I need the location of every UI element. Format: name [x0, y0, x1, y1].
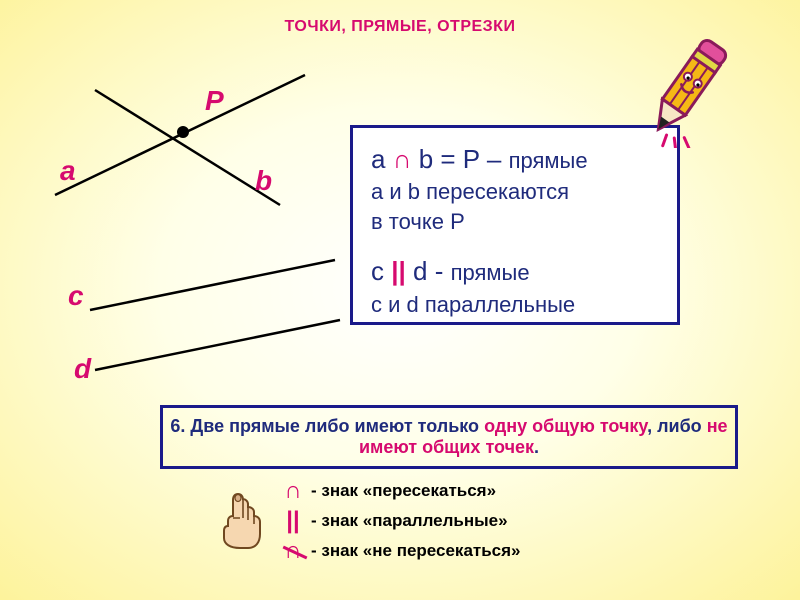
line-parallel-def: c || d - прямые: [371, 254, 659, 289]
txt: в точке P: [371, 207, 659, 237]
point-P: [177, 126, 189, 138]
txt: b = P –: [411, 144, 508, 174]
spacer: [371, 236, 659, 254]
label-b: b: [255, 165, 272, 197]
txt: 6. Две прямые либо имеют только: [170, 416, 484, 436]
txt: , либо: [647, 416, 707, 436]
line-intersect-def: a ∩ b = P – прямые: [371, 142, 659, 177]
txt: прямые: [451, 260, 530, 285]
definition-box: a ∩ b = P – прямые a и b пересекаются в …: [350, 125, 680, 325]
legend-text: - знак «не пересекаться»: [311, 541, 521, 561]
theorem-box: 6. Две прямые либо имеют только одну общ…: [160, 405, 738, 469]
intersect-symbol: ∩: [393, 144, 412, 174]
legend: ∩ - знак «пересекаться»|| - знак «паралл…: [275, 478, 521, 568]
label-c: c: [68, 280, 84, 312]
txt: d -: [406, 256, 451, 286]
label-a: a: [60, 155, 76, 187]
line-d: [95, 320, 340, 370]
label-d: d: [74, 353, 91, 385]
legend-row-0: ∩ - знак «пересекаться»: [275, 478, 521, 504]
legend-text: - знак «пересекаться»: [311, 481, 496, 501]
txt: прямые: [509, 148, 588, 173]
txt: a и b пересекаются: [371, 177, 659, 207]
legend-row-1: || - знак «параллельные»: [275, 508, 521, 534]
legend-row-2: ∩ - знак «не пересекаться»: [275, 538, 521, 564]
pencil-icon: [630, 38, 740, 148]
legend-symbol: ∩: [275, 477, 311, 505]
line-c: [90, 260, 335, 310]
label-P: P: [205, 85, 224, 117]
legend-text: - знак «параллельные»: [311, 511, 508, 531]
legend-symbol: ∩: [275, 537, 311, 565]
legend-symbol: ||: [275, 507, 311, 535]
txt-em: одну общую точку: [484, 416, 647, 436]
pointing-hand-icon: [218, 490, 266, 550]
txt: c: [371, 256, 391, 286]
parallel-symbol: ||: [391, 256, 406, 286]
line-b: [95, 90, 280, 205]
txt: .: [534, 437, 539, 457]
txt: a: [371, 144, 393, 174]
txt: c и d параллельные: [371, 290, 659, 320]
